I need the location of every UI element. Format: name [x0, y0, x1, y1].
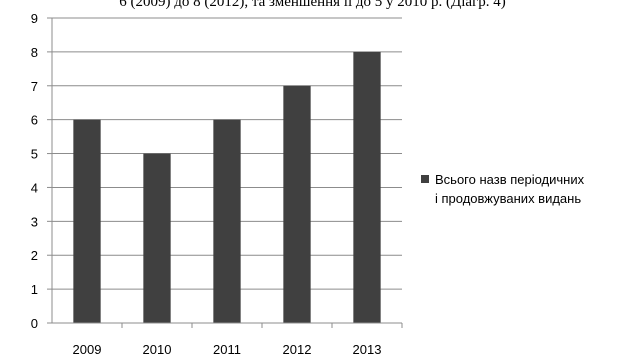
- bars: [73, 51, 381, 324]
- x-tick-label: 2011: [213, 342, 241, 357]
- y-tick-labels: 0 1 2 3 4 5 6 7 8 9: [31, 11, 38, 331]
- legend-swatch: [421, 175, 429, 183]
- x-tick-label: 2012: [283, 342, 312, 357]
- y-tick-label: 8: [31, 45, 38, 60]
- bar-2013: [353, 51, 381, 324]
- gridlines: [52, 17, 402, 290]
- y-tick-label: 9: [31, 11, 38, 26]
- y-tick-label: 2: [31, 248, 38, 263]
- x-tick-label: 2009: [73, 342, 102, 357]
- x-tick-label: 2013: [353, 342, 382, 357]
- caption-text: 6 (2009) до 8 (2012), та зменшення її до…: [119, 0, 506, 10]
- y-tick-label: 7: [31, 79, 38, 94]
- y-tick-label: 5: [31, 147, 38, 162]
- bar-2010: [143, 153, 171, 323]
- x-tick-labels: 2009 2010 2011 2012 2013: [73, 342, 382, 357]
- y-tick-label: 3: [31, 214, 38, 229]
- x-tick-label: 2010: [143, 342, 172, 357]
- y-tick-label: 6: [31, 113, 38, 128]
- y-tick-label: 0: [31, 316, 38, 331]
- legend: Всього назв періодичних і продовжуваних в…: [421, 172, 585, 206]
- y-tick-label: 4: [31, 180, 38, 195]
- legend-label-line: і продовжуваних видань: [435, 191, 581, 206]
- bar-2012: [283, 85, 311, 324]
- y-tick-label: 1: [31, 282, 38, 297]
- bar-2011: [213, 119, 241, 324]
- bar-2009: [73, 119, 101, 324]
- legend-label-line: Всього назв періодичних: [435, 172, 585, 187]
- axes: [47, 17, 403, 328]
